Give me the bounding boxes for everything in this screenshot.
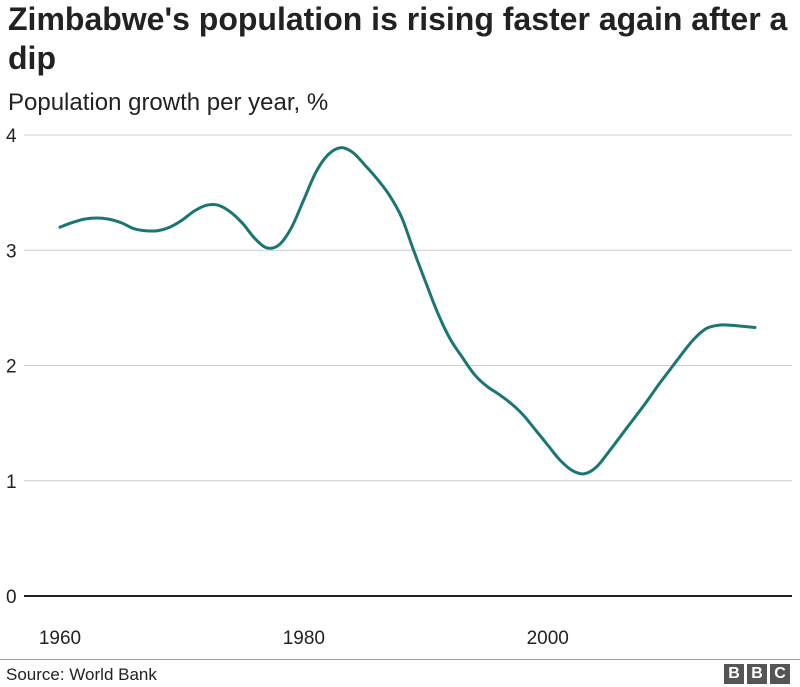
y-tick-label: 0 (6, 587, 17, 608)
series-layer (58, 146, 757, 476)
y-tick-label: 2 (6, 357, 17, 378)
bbc-logo-letter: B (724, 664, 744, 684)
series-line (58, 146, 757, 476)
y-tick-label: 1 (6, 472, 17, 493)
footer-divider (0, 659, 800, 660)
bbc-logo-letter: C (770, 664, 790, 684)
x-tick-label: 1960 (39, 628, 81, 649)
x-tick-label: 2000 (527, 628, 569, 649)
x-tick-label: 1980 (283, 628, 325, 649)
line-chart: 0 1 2 3 4 1960 1980 2000 (6, 126, 792, 649)
gridlines (24, 134, 792, 597)
bbc-logo: B B C (724, 664, 790, 684)
y-tick-label: 4 (6, 126, 17, 147)
y-tick-label: 3 (6, 241, 17, 262)
chart-subtitle: Population growth per year, % (8, 89, 329, 116)
source-note: Source: World Bank (6, 665, 157, 684)
chart-title: Zimbabwe's population is rising faster a… (8, 1, 788, 76)
x-axis-labels: 1960 1980 2000 (39, 628, 569, 649)
y-axis-labels: 0 1 2 3 4 (6, 126, 17, 608)
bbc-logo-letter: B (747, 664, 767, 684)
